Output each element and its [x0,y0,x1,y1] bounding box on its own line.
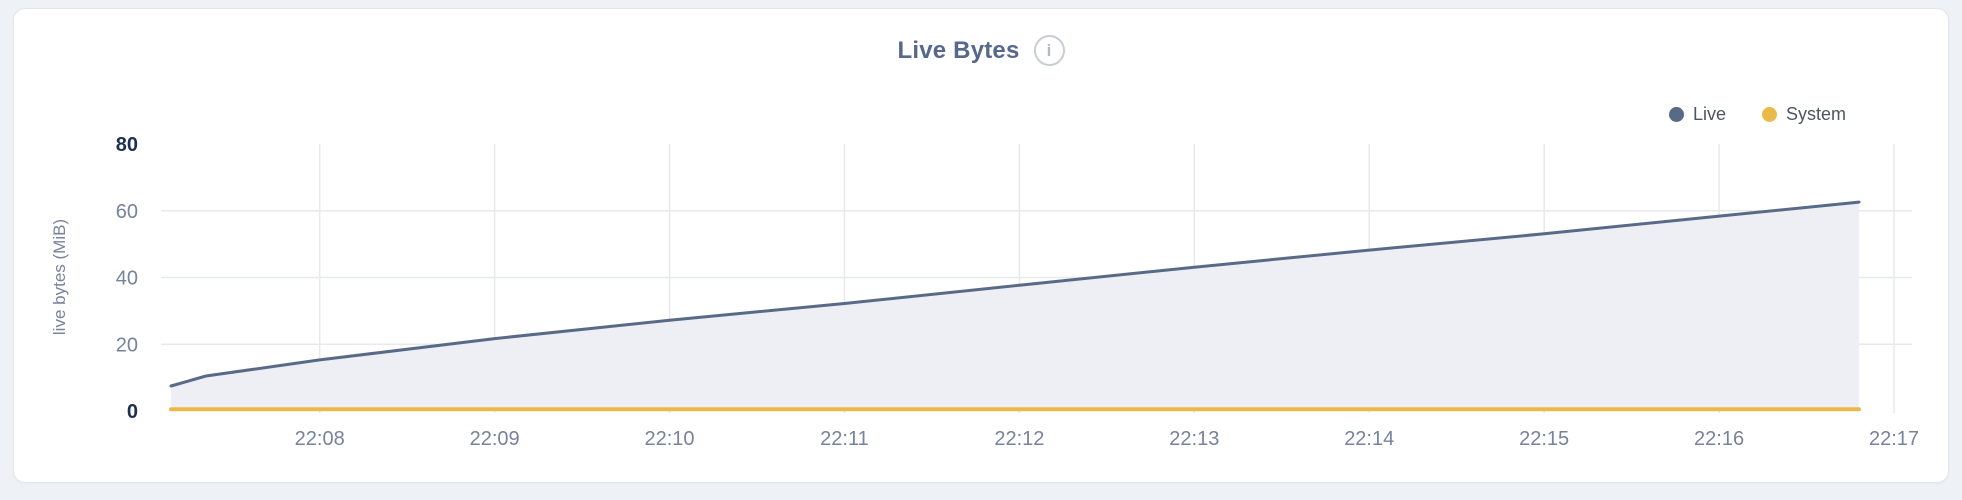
x-tick-label: 22:10 [645,428,695,450]
y-tick-label: 20 [116,334,138,356]
info-icon[interactable]: i [1033,35,1065,66]
legend-item-live[interactable]: Live [1668,104,1726,125]
live-series-line [169,200,1861,388]
y-tick-label: 80 [116,134,138,156]
y-tick-label: 60 [116,201,138,223]
live-series-area [171,202,1859,411]
x-tick-label: 22:08 [295,428,345,450]
x-tick-label: 22:13 [1169,428,1219,450]
chart-title: Live Bytes [897,36,1020,64]
legend-label-system: System [1785,104,1846,124]
x-tick-label: 22:15 [1519,428,1569,450]
chart-legend: Live System [1668,104,1846,125]
y-tick-label: 0 [127,401,138,423]
y-tick-label: 40 [116,268,138,290]
x-tick-label: 22:16 [1694,428,1744,450]
x-tick-label: 22:14 [1344,428,1394,450]
live-series-dot-icon [1668,107,1684,122]
x-tick-label: 22:11 [820,428,869,450]
chart-canvas[interactable]: 22:08 22:09 22:10 22:11 22:12 22:13 22:14 22:15… [14,9,1950,484]
chart-card: Live Bytes i Live System live bytes (MiB… [13,8,1949,483]
x-tick-label: 22:12 [994,428,1044,450]
legend-label-live: Live [1692,104,1726,124]
x-tick-label: 22:09 [470,428,520,450]
system-series-dot-icon [1761,107,1777,122]
chart-header: Live Bytes i [14,35,1948,66]
legend-item-system[interactable]: System [1761,104,1846,125]
x-tick-label: 22:17 [1869,428,1919,450]
